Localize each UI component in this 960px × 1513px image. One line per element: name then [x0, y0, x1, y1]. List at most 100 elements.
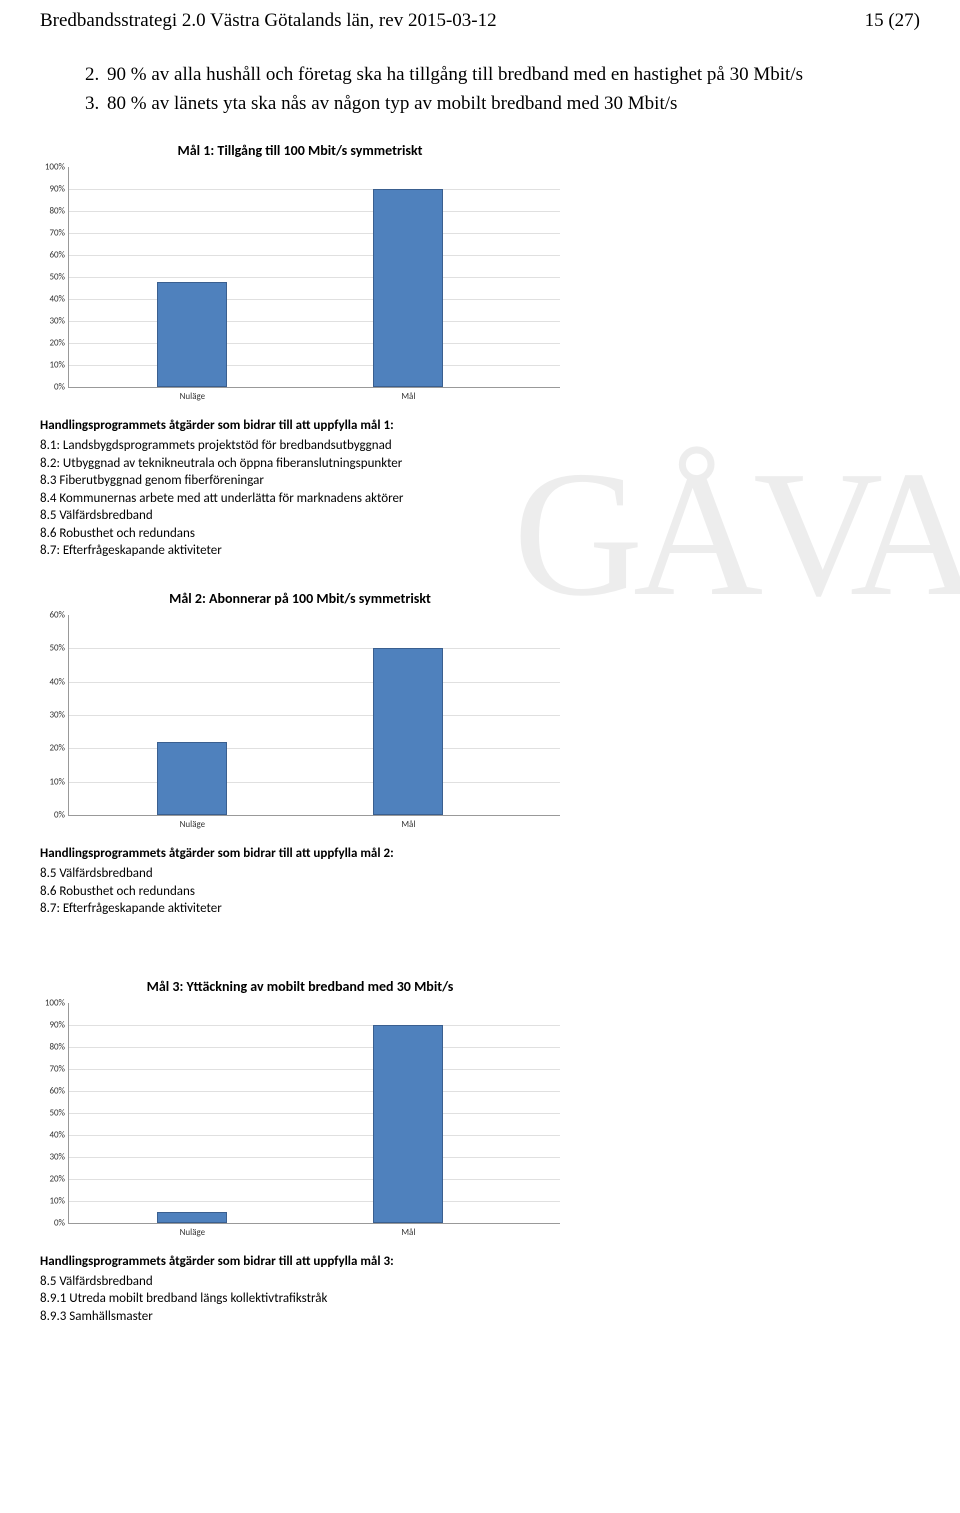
y-axis-label: 40% — [49, 294, 69, 305]
chart2-actions-title: Handlingsprogrammets åtgärder som bidrar… — [40, 846, 920, 861]
y-axis-label: 50% — [49, 272, 69, 283]
y-axis-label: 50% — [49, 643, 69, 654]
gridline — [69, 682, 560, 683]
gridline — [69, 277, 560, 278]
y-axis-label: 70% — [49, 1063, 69, 1074]
y-axis-label: 30% — [49, 316, 69, 327]
gridline — [69, 1025, 560, 1026]
y-axis-label: 60% — [49, 610, 69, 621]
action-item: 8.1: Landsbygdsprogrammets projektstöd f… — [40, 437, 920, 455]
gridline — [69, 1201, 560, 1202]
x-axis-label: Nuläge — [180, 387, 206, 402]
x-axis-label: Mål — [401, 815, 415, 830]
y-axis-label: 40% — [49, 676, 69, 687]
gridline — [69, 255, 560, 256]
y-axis-label: 10% — [49, 776, 69, 787]
chart3-actions-title: Handlingsprogrammets åtgärder som bidrar… — [40, 1254, 920, 1269]
gridline — [69, 748, 560, 749]
chart2-title: Mål 2: Abonnerar på 100 Mbit/s symmetris… — [40, 590, 560, 607]
y-axis-label: 60% — [49, 1085, 69, 1096]
gridline — [69, 1179, 560, 1180]
chart2-block: Mål 2: Abonnerar på 100 Mbit/s symmetris… — [40, 590, 920, 918]
x-axis-label: Mål — [401, 1223, 415, 1238]
action-item: 8.6 Robusthet och redundans — [40, 525, 920, 543]
chart1-area: 0%10%20%30%40%50%60%70%80%90%100%NulägeM… — [68, 167, 560, 388]
header-title: Bredbandsstrategi 2.0 Västra Götalands l… — [40, 10, 497, 32]
chart-bar — [373, 1025, 443, 1223]
chart3-block: Mål 3: Yttäckning av mobilt bredband med… — [40, 978, 920, 1326]
gridline — [69, 1047, 560, 1048]
y-axis-label: 10% — [49, 360, 69, 371]
chart1-actions-title: Handlingsprogrammets åtgärder som bidrar… — [40, 418, 920, 433]
action-item: 8.3 Fiberutbyggnad genom fiberföreningar — [40, 472, 920, 490]
gridline — [69, 1069, 560, 1070]
y-axis-label: 70% — [49, 228, 69, 239]
gridline — [69, 233, 560, 234]
x-axis-label: Mål — [401, 387, 415, 402]
y-axis-label: 40% — [49, 1129, 69, 1140]
header-page-number: 15 (27) — [865, 10, 920, 32]
action-item: 8.7: Efterfrågeskapande aktiviteter — [40, 542, 920, 560]
y-axis-label: 100% — [45, 997, 69, 1008]
chart-bar — [157, 742, 227, 815]
y-axis-label: 50% — [49, 1107, 69, 1118]
page-header: Bredbandsstrategi 2.0 Västra Götalands l… — [40, 0, 920, 32]
y-axis-label: 80% — [49, 206, 69, 217]
y-axis-label: 90% — [49, 184, 69, 195]
y-axis-label: 0% — [54, 1217, 69, 1228]
gridline — [69, 343, 560, 344]
y-axis-label: 20% — [49, 743, 69, 754]
action-item: 8.5 Välfärdsbredband — [40, 865, 920, 883]
chart1-actions-list: 8.1: Landsbygdsprogrammets projektstöd f… — [40, 437, 920, 560]
gridline — [69, 299, 560, 300]
intro-text: 80 % av länets yta ska nås av någon typ … — [107, 91, 677, 118]
gridline — [69, 782, 560, 783]
gridline — [69, 715, 560, 716]
y-axis-label: 0% — [54, 810, 69, 821]
chart-bar — [373, 648, 443, 815]
action-item: 8.4 Kommunernas arbete med att underlätt… — [40, 490, 920, 508]
action-item: 8.9.1 Utreda mobilt bredband längs kolle… — [40, 1290, 920, 1308]
y-axis-label: 100% — [45, 162, 69, 173]
chart3-title: Mål 3: Yttäckning av mobilt bredband med… — [40, 978, 560, 995]
chart1-block: Mål 1: Tillgång till 100 Mbit/s symmetri… — [40, 142, 920, 560]
y-axis-label: 20% — [49, 1173, 69, 1184]
intro-number: 3. — [85, 91, 107, 118]
y-axis-label: 20% — [49, 338, 69, 349]
chart2-actions-list: 8.5 Välfärdsbredband8.6 Robusthet och re… — [40, 865, 920, 918]
y-axis-label: 60% — [49, 250, 69, 261]
intro-text: 90 % av alla hushåll och företag ska ha … — [107, 62, 803, 89]
y-axis-label: 30% — [49, 710, 69, 721]
y-axis-label: 30% — [49, 1151, 69, 1162]
action-item: 8.7: Efterfrågeskapande aktiviteter — [40, 900, 920, 918]
intro-row: 3.80 % av länets yta ska nås av någon ty… — [85, 91, 920, 118]
chart-bar — [373, 189, 443, 387]
action-item: 8.5 Välfärdsbredband — [40, 507, 920, 525]
gridline — [69, 1091, 560, 1092]
action-item: 8.2: Utbyggnad av teknikneutrala och öpp… — [40, 455, 920, 473]
gridline — [69, 1135, 560, 1136]
gridline — [69, 189, 560, 190]
chart3-area: 0%10%20%30%40%50%60%70%80%90%100%NulägeM… — [68, 1003, 560, 1224]
x-axis-label: Nuläge — [180, 1223, 206, 1238]
gridline — [69, 321, 560, 322]
intro-list: 2.90 % av alla hushåll och företag ska h… — [85, 62, 920, 117]
y-axis-label: 80% — [49, 1041, 69, 1052]
gridline — [69, 211, 560, 212]
chart-bar — [157, 1212, 227, 1223]
gridline — [69, 648, 560, 649]
y-axis-label: 0% — [54, 382, 69, 393]
chart2-area: 0%10%20%30%40%50%60%NulägeMål — [68, 615, 560, 816]
action-item: 8.6 Robusthet och redundans — [40, 883, 920, 901]
intro-number: 2. — [85, 62, 107, 89]
action-item: 8.9.3 Samhällsmaster — [40, 1308, 920, 1326]
y-axis-label: 10% — [49, 1195, 69, 1206]
intro-row: 2.90 % av alla hushåll och företag ska h… — [85, 62, 920, 89]
x-axis-label: Nuläge — [180, 815, 206, 830]
gridline — [69, 1113, 560, 1114]
action-item: 8.5 Välfärdsbredband — [40, 1273, 920, 1291]
chart-bar — [157, 282, 227, 388]
gridline — [69, 365, 560, 366]
chart3-actions-list: 8.5 Välfärdsbredband8.9.1 Utreda mobilt … — [40, 1273, 920, 1326]
gridline — [69, 1157, 560, 1158]
